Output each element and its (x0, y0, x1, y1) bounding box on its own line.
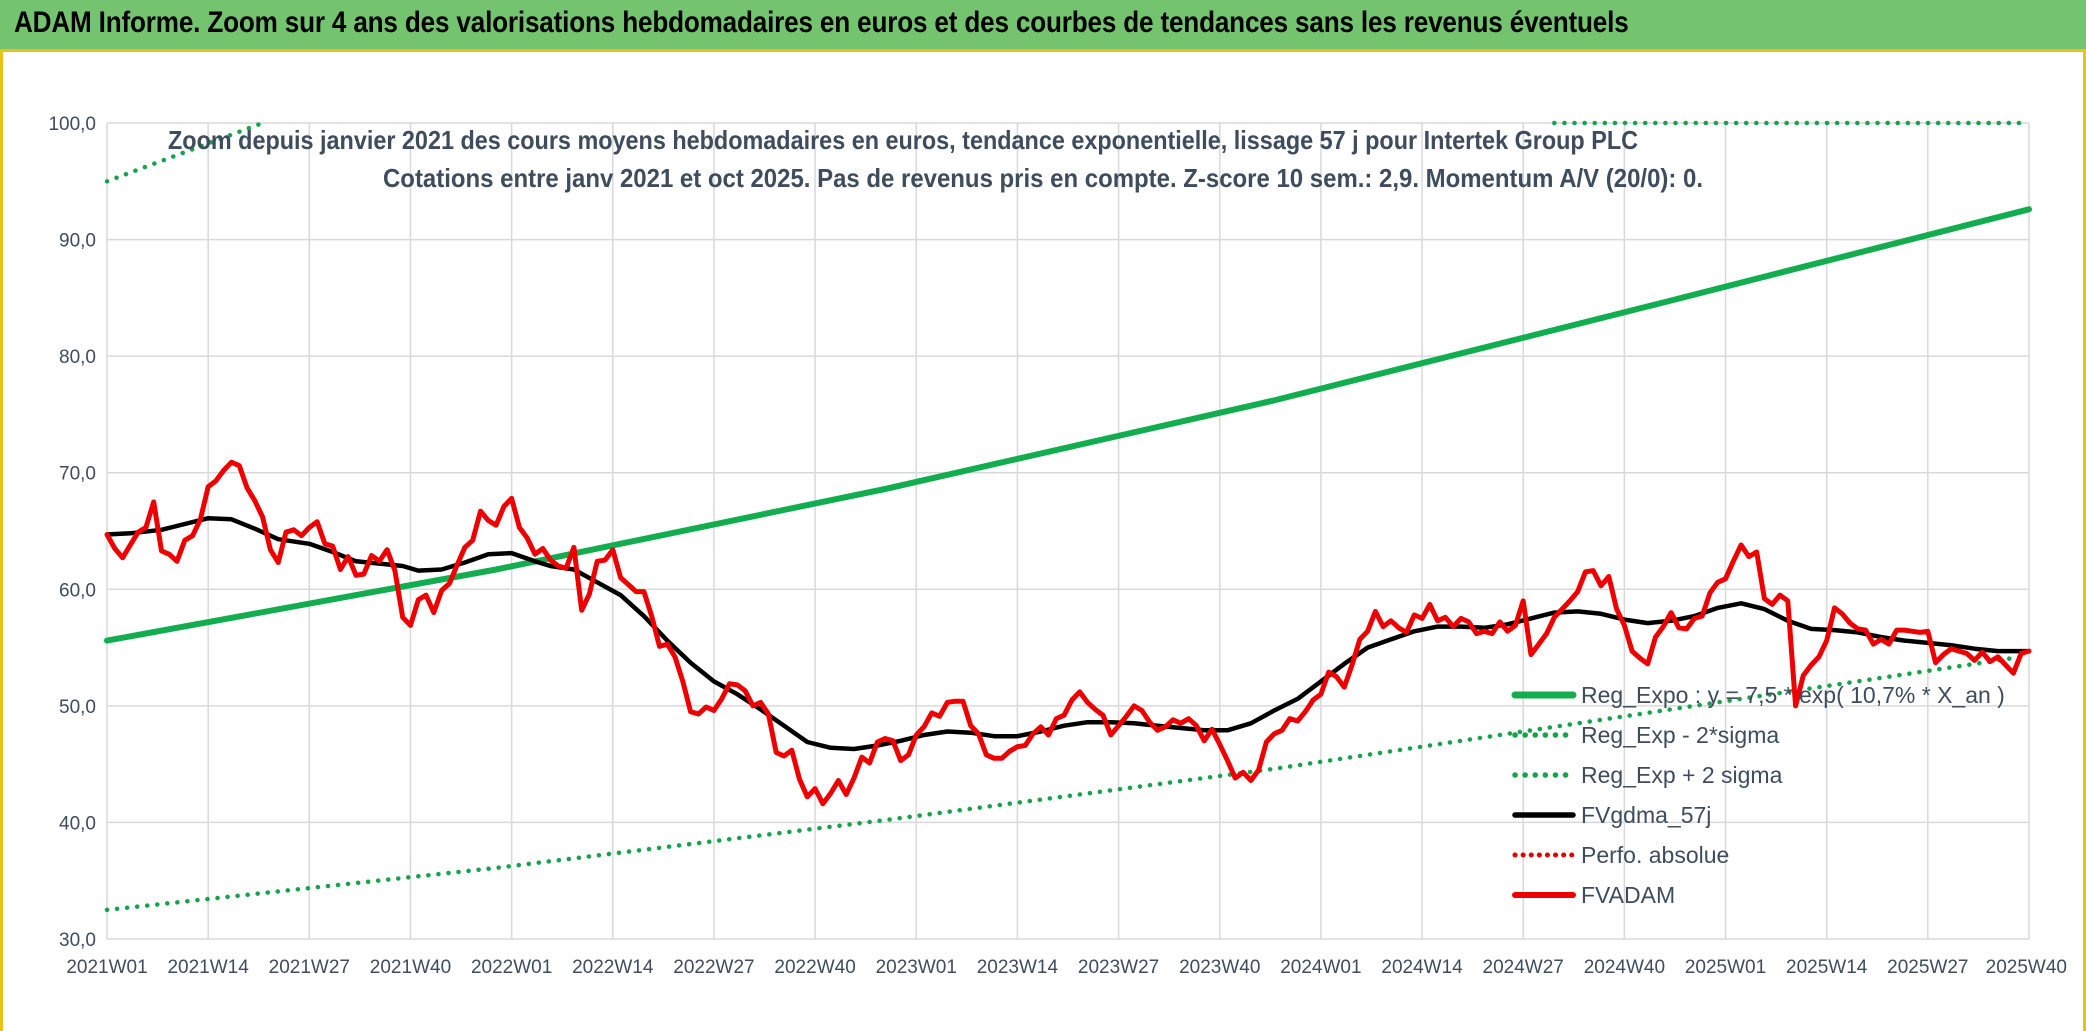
x-tick-label: 2021W01 (66, 957, 147, 978)
x-tick-label: 2023W14 (977, 957, 1059, 978)
series-group (104, 120, 2032, 913)
x-tick-label: 2021W14 (167, 957, 249, 978)
y-tick-label: 60,0 (59, 580, 96, 601)
reg-expo-line (104, 206, 2032, 644)
x-tick-label: 2023W40 (1179, 957, 1260, 978)
y-tick-label: 80,0 (59, 347, 96, 368)
x-tick-label: 2023W01 (876, 957, 957, 978)
x-tick-label: 2025W40 (1986, 957, 2067, 978)
x-tick-label: 2025W14 (1786, 957, 1868, 978)
y-tick-label: 50,0 (59, 697, 96, 718)
legend-label-reg-minus: Reg_Exp - 2*sigma (1581, 722, 1779, 748)
x-tick-label: 2022W01 (471, 957, 552, 978)
y-tick-label: 30,0 (59, 930, 96, 951)
x-tick-label: 2022W27 (673, 957, 754, 978)
header-bar: ADAM Informe. Zoom sur 4 ans des valoris… (0, 0, 2086, 52)
x-tick-label: 2024W14 (1381, 957, 1463, 978)
x-tick-label: 2023W27 (1078, 957, 1159, 978)
legend-label-fvadam: FVADAM (1581, 882, 1675, 908)
y-tick-label: 40,0 (59, 813, 96, 834)
chart-title-line1: Zoom depuis janvier 2021 des cours moyen… (168, 125, 1638, 155)
x-tick-label: 2021W40 (370, 957, 451, 978)
x-axis-ticks: 2021W01 2021W14 2021W27 2021W40 2022W01 2022W… (66, 957, 2067, 978)
chart-title-line2: Cotations entre janv 2021 et oct 2025. P… (383, 163, 1703, 193)
y-tick-label: 90,0 (59, 231, 96, 252)
legend: Reg_Expo : y = 7,5 * exp( 10,7% * X_an )… (1511, 682, 2005, 908)
chart-frame: 30,0 40,0 50,0 60,0 70,0 80,0 90,0 100,0 2021W0… (0, 52, 2086, 1031)
chart: 30,0 40,0 50,0 60,0 70,0 80,0 90,0 100,0 2021W0… (48, 114, 2067, 978)
legend-label-reg-plus: Reg_Exp + 2 sigma (1581, 762, 1783, 788)
x-tick-label: 2022W40 (774, 957, 855, 978)
fvadam-line (104, 459, 2032, 807)
y-tick-label: 100,0 (48, 114, 96, 135)
page-title: ADAM Informe. Zoom sur 4 ans des valoris… (14, 6, 1629, 39)
reg-plus-line-left (104, 120, 265, 184)
x-tick-label: 2021W27 (269, 957, 350, 978)
y-axis-ticks: 30,0 40,0 50,0 60,0 70,0 80,0 90,0 100,0 (48, 114, 96, 951)
fvgdma-line (104, 515, 2032, 752)
legend-label-perfo: Perfo. absolue (1581, 842, 1729, 868)
x-tick-label: 2024W01 (1280, 957, 1361, 978)
chart-title: Zoom depuis janvier 2021 des cours moyen… (168, 125, 1703, 193)
x-tick-label: 2024W40 (1584, 957, 1665, 978)
x-tick-label: 2025W01 (1685, 957, 1766, 978)
legend-label-fvgdma: FVgdma_57j (1581, 802, 1711, 828)
x-tick-label: 2024W27 (1483, 957, 1564, 978)
legend-label-reg-expo: Reg_Expo : y = 7,5 * exp( 10,7% * X_an ) (1581, 682, 2005, 708)
gridlines (106, 122, 2030, 940)
x-tick-label: 2022W14 (572, 957, 654, 978)
y-tick-label: 70,0 (59, 464, 96, 485)
x-tick-label: 2025W27 (1887, 957, 1968, 978)
reg-minus-line (104, 653, 2032, 913)
